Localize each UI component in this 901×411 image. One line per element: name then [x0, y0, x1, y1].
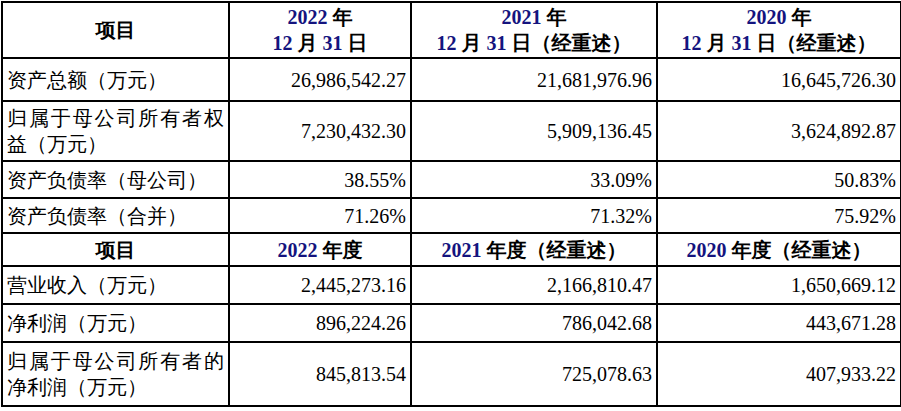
col-header-2022-12-31: 2022 年 12 月 31 日 [229, 2, 411, 58]
table-row-parent-net-profit: 归属于母公司所有者的净利润（万元） 845,813.54 725,078.63 … [2, 342, 901, 406]
col-header-fy2020-restated: 2020 年度（经重述） [657, 233, 901, 266]
col-header-item-2: 项目 [2, 233, 229, 266]
table-row-operating-revenue: 营业收入（万元） 2,445,273.16 2,166,810.47 1,650… [2, 266, 901, 304]
row-label-total-assets: 资产总额（万元） [2, 58, 229, 101]
col-header-fy2021-restated: 2021 年度（经重述） [411, 233, 657, 266]
row-label-debt-ratio-parent: 资产负债率（母公司） [2, 161, 229, 198]
cell-total-assets-2022: 26,986,542.27 [229, 58, 411, 101]
cell-parent-net-profit-2021: 725,078.63 [411, 342, 657, 406]
row-label-net-profit: 净利润（万元） [2, 304, 229, 342]
balance-sheet-header-row: 项目 2022 年 12 月 31 日 2021 年 12 月 31 日（经重述… [2, 2, 901, 58]
row-label-parent-net-profit: 归属于母公司所有者的净利润（万元） [2, 342, 229, 406]
cell-parent-net-profit-2022: 845,813.54 [229, 342, 411, 406]
cell-debt-ratio-consolidated-2020: 75.92% [657, 198, 901, 233]
cell-debt-ratio-consolidated-2022: 71.26% [229, 198, 411, 233]
income-statement-header-row: 项目 2022 年度 2021 年度（经重述） 2020 年度（经重述） [2, 233, 901, 266]
row-label-parent-equity: 归属于母公司所有者权益（万元） [2, 101, 229, 161]
cell-net-profit-2021: 786,042.68 [411, 304, 657, 342]
cell-operating-revenue-2021: 2,166,810.47 [411, 266, 657, 304]
cell-operating-revenue-2022: 2,445,273.16 [229, 266, 411, 304]
cell-net-profit-2022: 896,224.26 [229, 304, 411, 342]
cell-debt-ratio-parent-2020: 50.83% [657, 161, 901, 198]
cell-operating-revenue-2020: 1,650,669.12 [657, 266, 901, 304]
financial-summary-table: 项目 2022 年 12 月 31 日 2021 年 12 月 31 日（经重述… [1, 1, 901, 407]
table-row-parent-equity: 归属于母公司所有者权益（万元） 7,230,432.30 5,909,136.4… [2, 101, 901, 161]
table-row-net-profit: 净利润（万元） 896,224.26 786,042.68 443,671.28 [2, 304, 901, 342]
table-row-debt-ratio-consolidated: 资产负债率（合并） 71.26% 71.32% 75.92% [2, 198, 901, 233]
row-label-operating-revenue: 营业收入（万元） [2, 266, 229, 304]
table-row-total-assets: 资产总额（万元） 26,986,542.27 21,681,976.96 16,… [2, 58, 901, 101]
cell-total-assets-2021: 21,681,976.96 [411, 58, 657, 101]
table-row-debt-ratio-parent: 资产负债率（母公司） 38.55% 33.09% 50.83% [2, 161, 901, 198]
row-label-debt-ratio-consolidated: 资产负债率（合并） [2, 198, 229, 233]
cell-debt-ratio-parent-2021: 33.09% [411, 161, 657, 198]
cell-debt-ratio-consolidated-2021: 71.32% [411, 198, 657, 233]
cell-net-profit-2020: 443,671.28 [657, 304, 901, 342]
cell-debt-ratio-parent-2022: 38.55% [229, 161, 411, 198]
cell-total-assets-2020: 16,645,726.30 [657, 58, 901, 101]
cell-parent-equity-2020: 3,624,892.87 [657, 101, 901, 161]
col-header-2020-12-31-restated: 2020 年 12 月 31 日（经重述） [657, 2, 901, 58]
col-header-2021-12-31-restated: 2021 年 12 月 31 日（经重述） [411, 2, 657, 58]
cell-parent-net-profit-2020: 407,933.22 [657, 342, 901, 406]
cell-parent-equity-2022: 7,230,432.30 [229, 101, 411, 161]
financial-summary-page: 项目 2022 年 12 月 31 日 2021 年 12 月 31 日（经重述… [0, 0, 901, 411]
cell-parent-equity-2021: 5,909,136.45 [411, 101, 657, 161]
col-header-fy2022: 2022 年度 [229, 233, 411, 266]
col-header-item: 项目 [2, 2, 229, 58]
